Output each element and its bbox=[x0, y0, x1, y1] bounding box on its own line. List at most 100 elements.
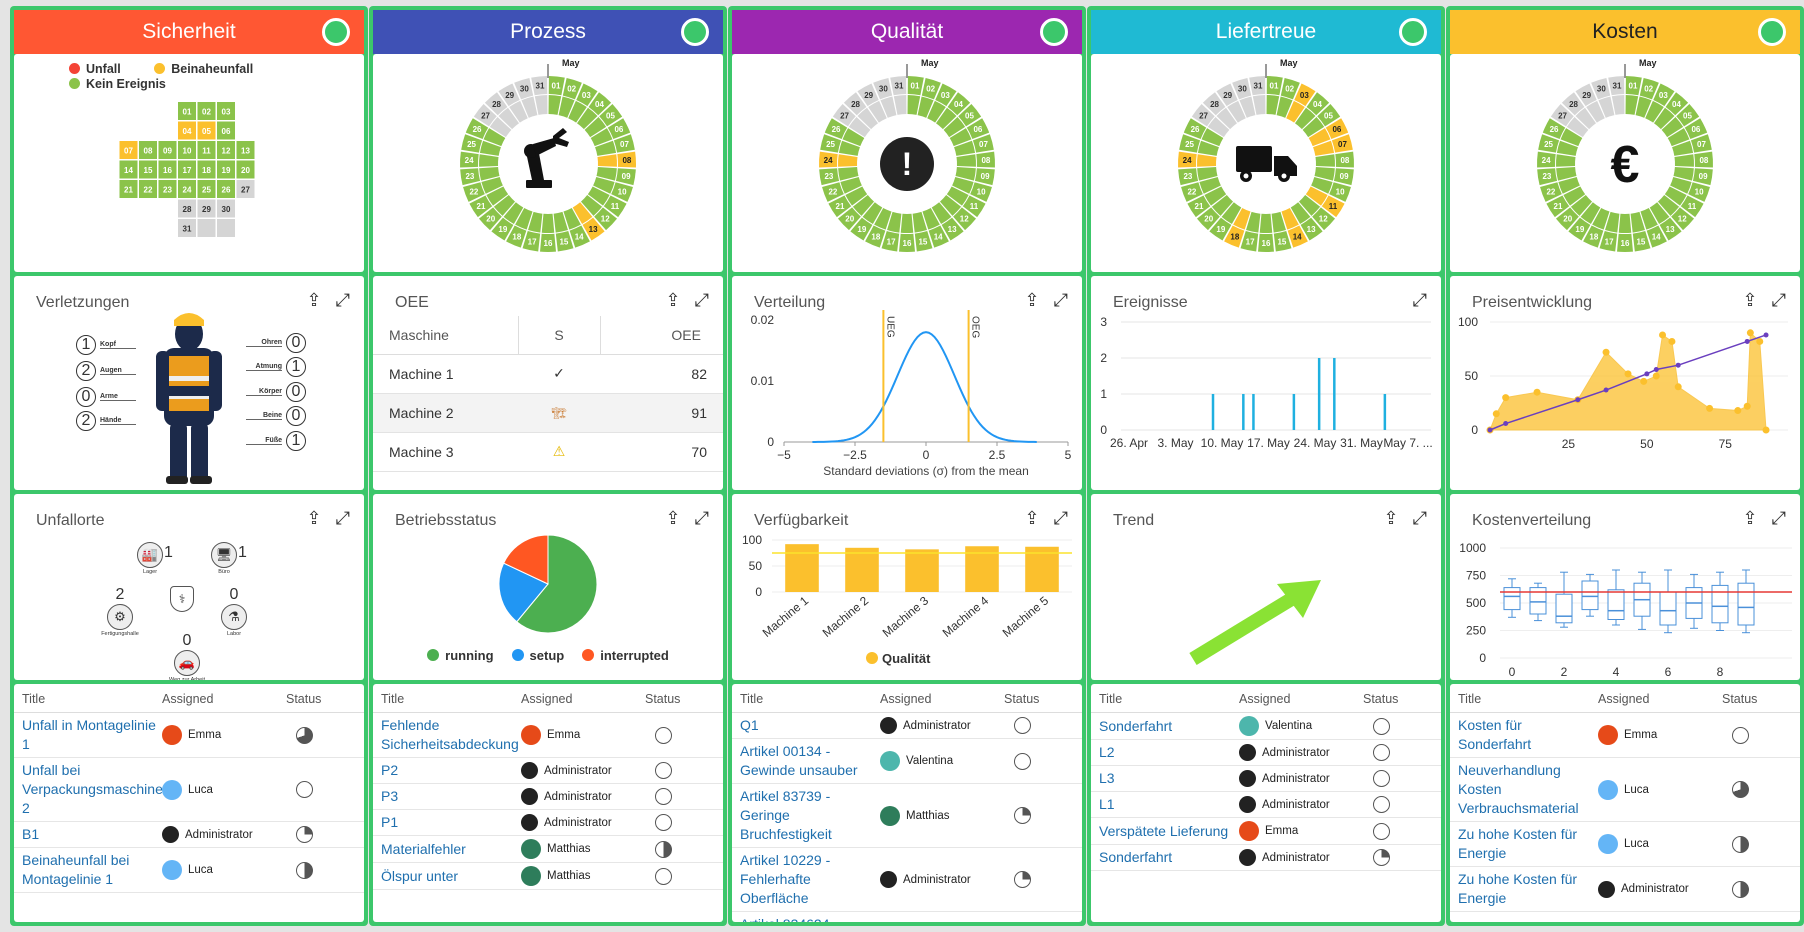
issue-row[interactable]: Ölspur unter Matthias bbox=[373, 863, 723, 890]
status-icon[interactable] bbox=[1014, 807, 1031, 824]
legend-running[interactable]: running bbox=[427, 648, 494, 663]
status-icon[interactable] bbox=[655, 867, 672, 885]
status-icon[interactable] bbox=[1732, 781, 1749, 798]
issue-row[interactable]: Verspätete Lieferung Emma bbox=[1091, 818, 1441, 845]
issue-title-link[interactable]: Artikel 00134 - Gewinde unsauber bbox=[740, 743, 858, 778]
status-icon[interactable] bbox=[655, 726, 672, 744]
expand-icon[interactable]: ⤢ bbox=[1771, 508, 1786, 529]
issue-row[interactable]: P1 Administrator bbox=[373, 810, 723, 836]
status-icon[interactable] bbox=[296, 726, 313, 744]
export-icon[interactable]: ⇪ bbox=[306, 508, 322, 529]
issue-title-link[interactable]: Sonderfahrt bbox=[1099, 849, 1173, 865]
status-icon[interactable] bbox=[655, 840, 672, 858]
export-icon[interactable]: ⇪ bbox=[1742, 508, 1758, 529]
issue-row[interactable]: L1 Administrator bbox=[1091, 792, 1441, 818]
place-weg-zur-arbeit[interactable]: 0 🚗 Weg zur Arbeit bbox=[167, 632, 207, 680]
expand-icon[interactable]: ⤢ bbox=[1412, 290, 1427, 311]
issue-row[interactable]: Neuverhandlung Kosten Verbrauchsmaterial… bbox=[1450, 758, 1800, 822]
issue-title-link[interactable]: P3 bbox=[381, 788, 399, 804]
issue-title-link[interactable]: Zu hohe Kosten für Energie bbox=[1458, 871, 1578, 906]
issue-title-link[interactable]: L3 bbox=[1099, 770, 1115, 786]
issue-row[interactable]: Artikel 00134 - Gewinde unsauber Valenti… bbox=[732, 739, 1082, 784]
issue-title-link[interactable]: Artikel 834624 - Gewichtsschwankungen bbox=[732, 915, 880, 922]
expand-icon[interactable]: ⤢ bbox=[694, 290, 709, 311]
export-icon[interactable]: ⇪ bbox=[665, 290, 681, 311]
expand-icon[interactable]: ⤢ bbox=[335, 290, 350, 311]
issue-title-link[interactable]: Q1 bbox=[740, 717, 759, 733]
issue-row[interactable]: Sonderfahrt Administrator bbox=[1091, 845, 1441, 871]
issue-title-link[interactable]: Sonderfahrt bbox=[1099, 717, 1173, 734]
status-icon[interactable] bbox=[1373, 822, 1390, 840]
expand-icon[interactable]: ⤢ bbox=[1053, 290, 1068, 311]
issue-title-link[interactable]: Kosten für Sonderfahrt bbox=[1458, 717, 1532, 752]
export-icon[interactable]: ⇪ bbox=[1024, 290, 1040, 311]
status-icon[interactable] bbox=[296, 861, 313, 879]
issue-title-link[interactable]: L1 bbox=[1099, 796, 1115, 812]
issue-row[interactable]: Zu hohe Kosten für Energie Administrator bbox=[1450, 867, 1800, 912]
legend-setup[interactable]: setup bbox=[511, 648, 564, 663]
issue-title-link[interactable]: Materialfehler bbox=[381, 840, 466, 857]
table-row[interactable]: Machine 2 🏗 91 bbox=[373, 393, 723, 432]
issue-title-link[interactable]: B1 bbox=[22, 826, 40, 842]
place-büro[interactable]: 🖥 Büro 1 bbox=[204, 542, 247, 575]
issue-row[interactable]: Beinaheunfall bei Montagelinie 1 Luca bbox=[14, 848, 364, 893]
issue-title-link[interactable]: Fehlende Sicherheitsabdeckung bbox=[381, 717, 519, 752]
issue-row[interactable]: Q1 Administrator bbox=[732, 713, 1082, 739]
place-labor[interactable]: 0 ⚗ Labor bbox=[214, 586, 254, 637]
status-icon[interactable] bbox=[655, 762, 672, 779]
status-icon[interactable] bbox=[1732, 880, 1749, 898]
issue-row[interactable]: B1 Administrator bbox=[14, 822, 364, 848]
issue-row[interactable]: Materialfehler Matthias bbox=[373, 836, 723, 863]
status-icon[interactable] bbox=[655, 788, 672, 805]
issue-row[interactable]: Kosten für Sonderfahrt Emma bbox=[1450, 713, 1800, 758]
issue-row[interactable]: Artikel 10229 - Fehlerhafte Oberfläche A… bbox=[732, 848, 1082, 912]
status-icon[interactable] bbox=[1014, 717, 1031, 734]
issue-title-link[interactable]: Neuverhandlung Kosten Verbrauchsmaterial bbox=[1458, 762, 1579, 816]
issue-title-link[interactable]: Artikel 83739 - Geringe Bruchfestigkeit bbox=[740, 788, 832, 842]
issue-title-link[interactable]: Beinaheunfall bei Montagelinie 1 bbox=[22, 852, 130, 887]
table-row[interactable]: Machine 3 ⚠ 70 bbox=[373, 432, 723, 471]
issue-row[interactable]: Artikel 834624 - Gewichtsschwankungen Em… bbox=[732, 912, 1082, 922]
status-icon[interactable] bbox=[655, 814, 672, 831]
status-icon[interactable] bbox=[1732, 835, 1749, 853]
issue-row[interactable]: L3 Administrator bbox=[1091, 766, 1441, 792]
status-icon[interactable] bbox=[1373, 770, 1390, 787]
place-fertigungshalle[interactable]: 2 ⚙ Fertigungshalle bbox=[100, 586, 140, 637]
status-icon[interactable] bbox=[1373, 744, 1390, 761]
table-row[interactable]: Machine 1 ✓ 82 bbox=[373, 354, 723, 393]
issue-title-link[interactable]: Verspätete Lieferung bbox=[1099, 822, 1229, 839]
issue-row[interactable]: Zu hohe Kosten für Energie Luca bbox=[1450, 822, 1800, 867]
issue-title-link[interactable]: Unfall in Montagelinie 1 bbox=[22, 717, 156, 752]
issue-row[interactable]: Fehlende Sicherheitsabdeckung Emma bbox=[373, 713, 723, 758]
place-lager[interactable]: 🏭 Lager 1 bbox=[130, 542, 173, 575]
status-icon[interactable] bbox=[1732, 726, 1749, 744]
status-icon[interactable] bbox=[296, 826, 313, 843]
status-icon[interactable] bbox=[296, 781, 313, 798]
issue-row[interactable]: Sonderfahrt Valentina bbox=[1091, 713, 1441, 740]
issue-row[interactable]: Unfall in Montagelinie 1 Emma bbox=[14, 713, 364, 758]
issue-title-link[interactable]: Artikel 10229 - Fehlerhafte Oberfläche bbox=[740, 852, 831, 906]
expand-icon[interactable]: ⤢ bbox=[335, 508, 350, 529]
status-icon[interactable] bbox=[1373, 796, 1390, 813]
issue-title-link[interactable]: P2 bbox=[381, 762, 399, 778]
issue-title-link[interactable]: P1 bbox=[381, 814, 399, 830]
legend-interrupted[interactable]: interrupted bbox=[582, 648, 669, 663]
issue-row[interactable]: L2 Administrator bbox=[1091, 740, 1441, 766]
export-icon[interactable]: ⇪ bbox=[1024, 508, 1040, 529]
export-icon[interactable]: ⇪ bbox=[665, 508, 681, 529]
issue-title-link[interactable]: L2 bbox=[1099, 744, 1115, 760]
export-icon[interactable]: ⇪ bbox=[1383, 508, 1399, 529]
export-icon[interactable]: ⇪ bbox=[1742, 290, 1758, 311]
issue-row[interactable]: P3 Administrator bbox=[373, 784, 723, 810]
issue-row[interactable]: Artikel 83739 - Geringe Bruchfestigkeit … bbox=[732, 784, 1082, 848]
issue-title-link[interactable]: Unfall bei Verpackungsmaschine 2 bbox=[22, 762, 163, 816]
status-icon[interactable] bbox=[1014, 752, 1031, 770]
issue-row[interactable]: P2 Administrator bbox=[373, 758, 723, 784]
issue-title-link[interactable]: Ölspur unter bbox=[381, 867, 459, 884]
expand-icon[interactable]: ⤢ bbox=[1412, 508, 1427, 529]
status-icon[interactable] bbox=[1014, 871, 1031, 888]
expand-icon[interactable]: ⤢ bbox=[1053, 508, 1068, 529]
status-icon[interactable] bbox=[1373, 849, 1390, 866]
export-icon[interactable]: ⇪ bbox=[306, 290, 322, 311]
status-icon[interactable] bbox=[1373, 717, 1390, 735]
